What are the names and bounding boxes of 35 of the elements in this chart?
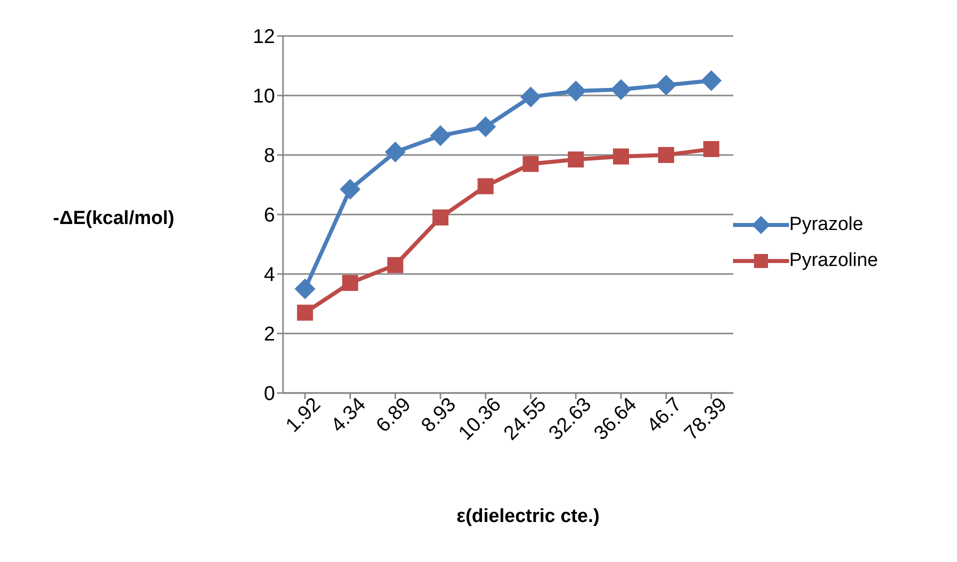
point <box>520 86 542 108</box>
point <box>387 257 404 274</box>
point <box>612 148 629 164</box>
point <box>294 278 316 300</box>
y-tick-label: 10 <box>252 86 275 108</box>
point <box>703 141 720 158</box>
point <box>430 125 451 146</box>
y-axis-title: -ΔE(kcal/mol) <box>53 208 174 230</box>
y-tick-label: 2 <box>264 324 275 346</box>
legend-label: Pyrazoline <box>789 250 878 272</box>
point <box>522 156 539 172</box>
y-tick-label: 0 <box>264 383 275 406</box>
x-tick-label: 4.34 <box>327 394 370 437</box>
point <box>432 209 448 226</box>
point <box>700 70 722 92</box>
point <box>475 116 496 138</box>
point <box>478 178 494 194</box>
x-tick-label: 1.92 <box>282 394 325 437</box>
y-tick-label: 12 <box>252 26 275 48</box>
point <box>297 304 313 321</box>
x-tick-label: 6.89 <box>372 394 416 437</box>
point <box>568 151 584 168</box>
point <box>384 142 406 162</box>
point <box>340 178 361 200</box>
y-tick-label: 6 <box>264 204 275 227</box>
x-axis-title: ε(dielectric cte.) <box>455 506 601 528</box>
point <box>656 74 677 96</box>
point <box>610 79 632 100</box>
y-tick-label: 8 <box>264 145 275 168</box>
point <box>565 80 586 102</box>
x-tick-label: 8.93 <box>417 394 460 437</box>
point <box>342 274 358 291</box>
y-tick-label: 4 <box>264 264 275 286</box>
point <box>658 147 674 163</box>
legend-label: Pyrazole <box>789 214 864 236</box>
